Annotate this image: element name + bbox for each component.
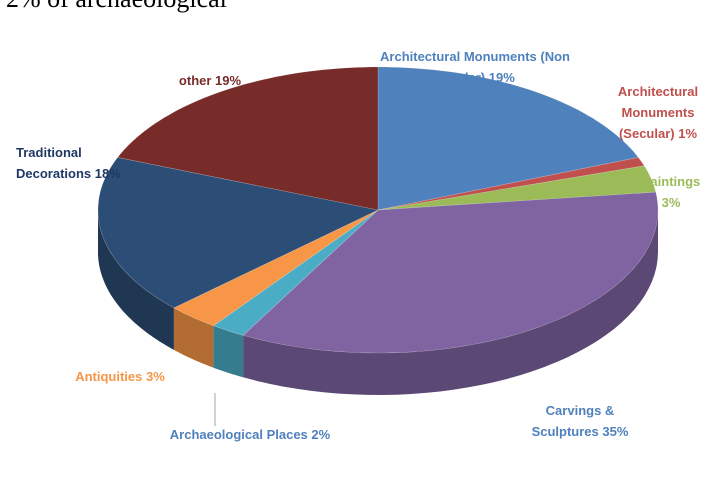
slice: [173, 209, 379, 327]
slice: [377, 165, 657, 211]
value-label: 1%: [678, 126, 698, 141]
slice-label: Archaeological Places 2%: [132, 424, 368, 445]
value-label: 19%: [488, 70, 515, 85]
category-name: Traditional Decorations: [16, 145, 92, 181]
slice: [242, 191, 659, 354]
slice-side: [213, 325, 244, 378]
category-name: Architectural Monuments (Non secular): [380, 49, 570, 85]
category-name: Paintings: [641, 174, 701, 189]
value-label: 3%: [661, 195, 681, 210]
slice-label: Architectural Monuments (Secular) 1%: [596, 81, 719, 144]
category-name: Antiquities: [75, 369, 143, 384]
slice: [377, 66, 639, 211]
category-name: Carvings & Sculptures: [531, 403, 615, 439]
category-name: Archaeological Places: [169, 427, 308, 442]
slice: [212, 209, 379, 336]
value-label: 2%: [311, 427, 331, 442]
category-name: Architectural Monuments (Secular): [617, 84, 699, 141]
value-label: 19%: [215, 73, 242, 88]
slice-side: [98, 210, 174, 350]
value-label: 18%: [94, 166, 121, 181]
slice-side: [173, 307, 214, 368]
caption-fragment: 2% of archaeological: [6, 0, 227, 14]
value-label: 35%: [602, 424, 629, 439]
slice-side: [243, 210, 658, 395]
slice: [117, 66, 379, 211]
value-label: 3%: [146, 369, 165, 384]
slice-label: Paintings 3%: [636, 171, 706, 213]
category-name: other: [178, 73, 212, 88]
slice-label: Antiquities 3%: [68, 366, 172, 387]
slice: [97, 157, 379, 309]
slice-label: Architectural Monuments (Non secular) 19…: [355, 46, 595, 88]
slice-label: Traditional Decorations 18%: [16, 142, 126, 184]
slice-label: Carvings & Sculptures 35%: [512, 400, 648, 442]
slice-label: other 19%: [175, 70, 245, 91]
